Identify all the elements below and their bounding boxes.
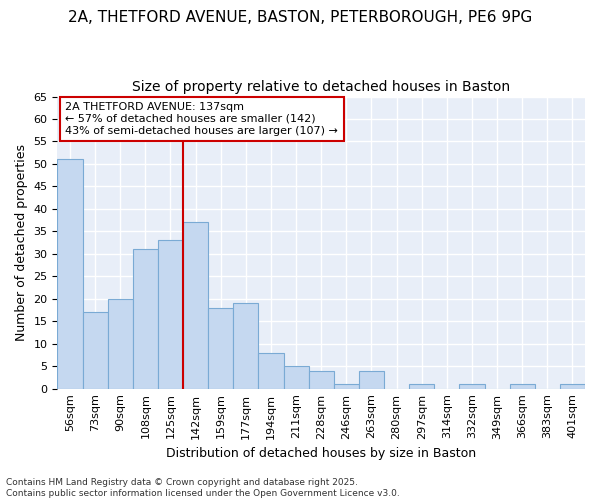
Bar bbox=[58, 160, 83, 388]
Title: Size of property relative to detached houses in Baston: Size of property relative to detached ho… bbox=[132, 80, 510, 94]
Bar bbox=[107, 299, 133, 388]
Y-axis label: Number of detached properties: Number of detached properties bbox=[15, 144, 28, 341]
Bar bbox=[509, 384, 535, 388]
Text: 2A THETFORD AVENUE: 137sqm
← 57% of detached houses are smaller (142)
43% of sem: 2A THETFORD AVENUE: 137sqm ← 57% of deta… bbox=[65, 102, 338, 136]
Bar bbox=[183, 222, 208, 388]
Bar bbox=[259, 352, 284, 388]
Bar bbox=[560, 384, 585, 388]
Bar bbox=[208, 308, 233, 388]
Text: Contains HM Land Registry data © Crown copyright and database right 2025.
Contai: Contains HM Land Registry data © Crown c… bbox=[6, 478, 400, 498]
Bar bbox=[233, 304, 259, 388]
Bar bbox=[334, 384, 359, 388]
X-axis label: Distribution of detached houses by size in Baston: Distribution of detached houses by size … bbox=[166, 447, 476, 460]
Bar bbox=[308, 370, 334, 388]
Bar bbox=[83, 312, 107, 388]
Bar bbox=[409, 384, 434, 388]
Bar bbox=[460, 384, 485, 388]
Bar bbox=[359, 370, 384, 388]
Bar bbox=[158, 240, 183, 388]
Text: 2A, THETFORD AVENUE, BASTON, PETERBOROUGH, PE6 9PG: 2A, THETFORD AVENUE, BASTON, PETERBOROUG… bbox=[68, 10, 532, 25]
Bar bbox=[133, 250, 158, 388]
Bar bbox=[284, 366, 308, 388]
